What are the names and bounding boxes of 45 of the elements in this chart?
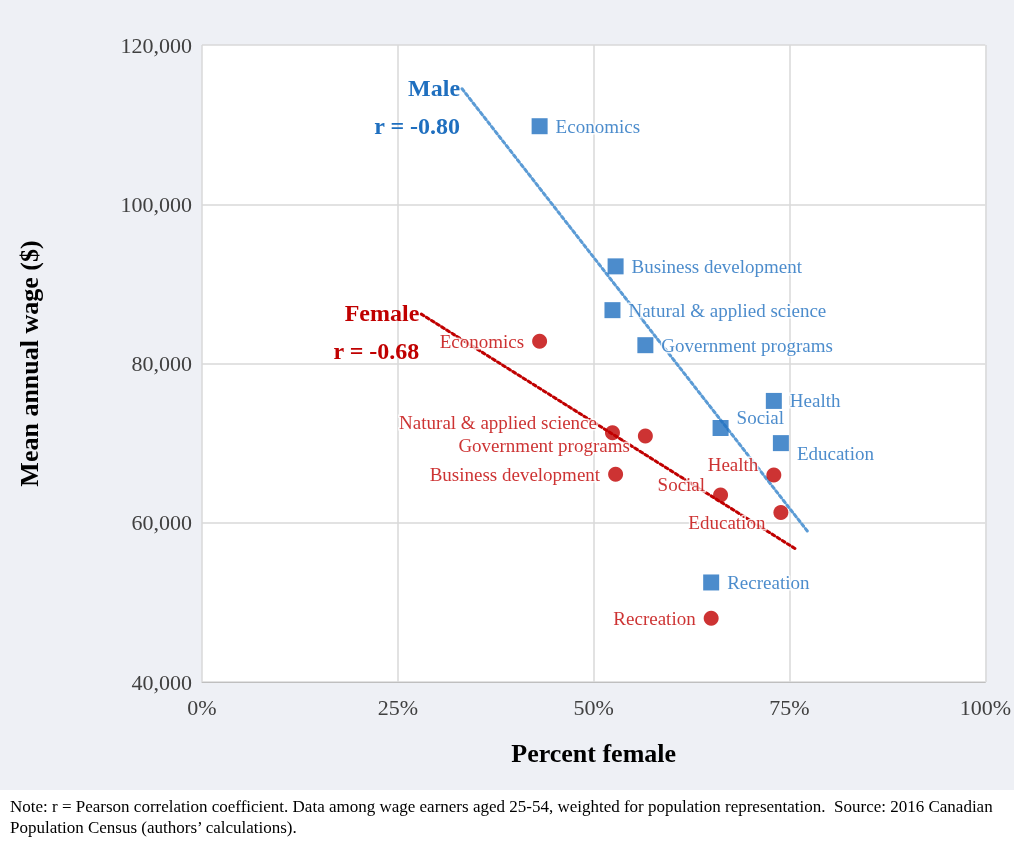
point xyxy=(608,466,624,482)
point xyxy=(532,333,548,349)
x-tick-label: 50% xyxy=(573,694,614,720)
x-axis-title: Percent female xyxy=(511,738,677,768)
y-tick-label: 40,000 xyxy=(131,669,192,695)
x-tick-label: 25% xyxy=(377,694,418,720)
point xyxy=(765,392,782,409)
point xyxy=(637,337,654,354)
point xyxy=(766,467,782,483)
point xyxy=(703,574,720,591)
data-label: Health xyxy=(707,454,759,476)
data-label: Government programs xyxy=(661,334,833,356)
point xyxy=(713,487,729,503)
point xyxy=(637,428,653,444)
data-label: Business development xyxy=(429,463,601,485)
data-label: Social xyxy=(736,407,785,429)
point xyxy=(703,610,719,626)
point xyxy=(531,118,548,135)
data-label: Recreation xyxy=(727,571,810,593)
y-tick-label: 100,000 xyxy=(120,191,192,217)
data-label: Health xyxy=(789,390,841,412)
data-label: Economics xyxy=(555,115,641,137)
text: Female xyxy=(344,300,420,327)
text: Male xyxy=(408,74,461,101)
data-label: Business development xyxy=(631,255,803,277)
data-label: Education xyxy=(796,442,875,464)
y-axis-title: Mean annual wage ($) xyxy=(14,240,44,487)
annotation: r = -0.80 xyxy=(374,112,461,139)
x-tick-label: 100% xyxy=(959,694,1011,720)
point xyxy=(712,420,729,436)
point xyxy=(607,258,624,275)
x-tick-label: 75% xyxy=(769,694,810,720)
point xyxy=(773,504,789,520)
data-label: Recreation xyxy=(613,607,697,629)
data-label: Natural & applied science xyxy=(399,412,597,434)
point xyxy=(604,302,621,319)
y-tick-label: 80,000 xyxy=(131,351,192,376)
y-tick-label: 120,000 xyxy=(120,32,192,58)
point xyxy=(772,435,789,452)
text: Note: r = Pearson correlation coefficient. Data among wage earners aged 25-54, weighted for population representation. Source: 2016 Canadian Population Census (authors’ calculations). xyxy=(10,797,997,837)
annotation: r = -0.68 xyxy=(333,338,420,365)
point xyxy=(604,425,620,441)
y-tick-label: 60,000 xyxy=(131,510,192,536)
data-label: Government programs xyxy=(458,435,630,457)
x-tick-label: 0% xyxy=(187,694,217,720)
